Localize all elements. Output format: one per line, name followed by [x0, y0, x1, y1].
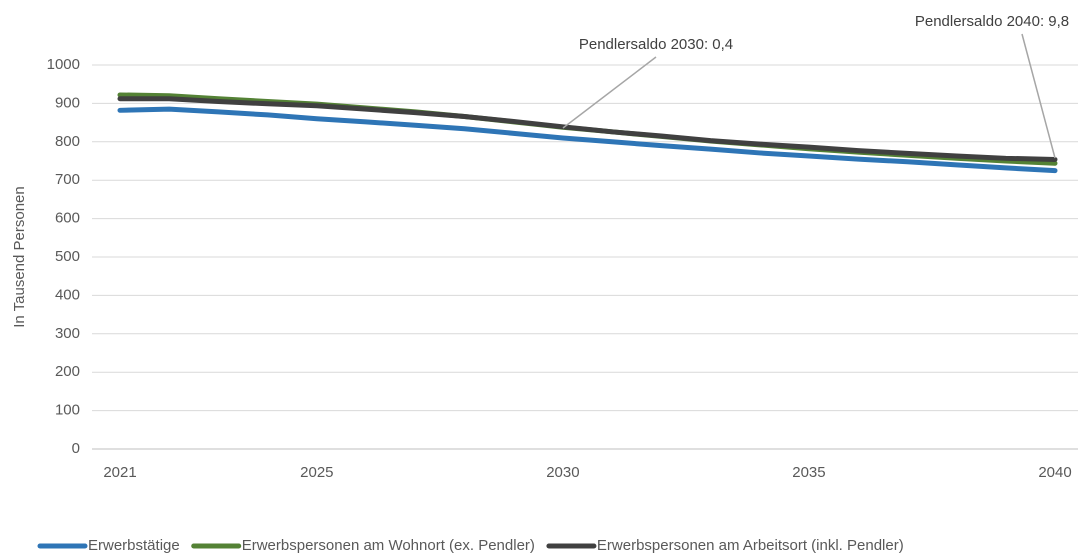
- y-tick-label: 500: [55, 248, 80, 265]
- x-tick-label: 2030: [546, 464, 579, 481]
- y-axis-label: In Tausend Personen: [11, 186, 28, 328]
- annotation: Pendlersaldo 2030: 0,4: [579, 36, 733, 53]
- y-tick-label: 0: [72, 440, 80, 457]
- x-tick-label: 2025: [300, 464, 333, 481]
- y-tick-label: 300: [55, 325, 80, 342]
- legend-label: Erwerbspersonen am Arbeitsort (inkl. Pen…: [597, 537, 904, 554]
- x-tick-label: 2035: [792, 464, 825, 481]
- annotation-leader: [562, 56, 657, 129]
- series-line: [117, 106, 1058, 174]
- y-tick-label: 900: [55, 94, 80, 111]
- x-tick-label: 2021: [103, 464, 136, 481]
- series-line: [117, 96, 1058, 162]
- y-tick-label: 400: [55, 286, 80, 303]
- legend-label: Erwerbspersonen am Wohnort (ex. Pendler): [242, 537, 535, 554]
- y-tick-label: 100: [55, 402, 80, 419]
- legend-label: Erwerbstätige: [88, 537, 180, 554]
- y-tick-label: 700: [55, 171, 80, 188]
- annotation: Pendlersaldo 2040: 9,8: [915, 13, 1069, 30]
- y-tick-label: 600: [55, 210, 80, 227]
- y-tick-label: 1000: [47, 56, 80, 73]
- y-tick-label: 800: [55, 133, 80, 150]
- annotation-leader: [1021, 33, 1056, 159]
- y-tick-label: 200: [55, 363, 80, 380]
- x-tick-label: 2040: [1038, 464, 1071, 481]
